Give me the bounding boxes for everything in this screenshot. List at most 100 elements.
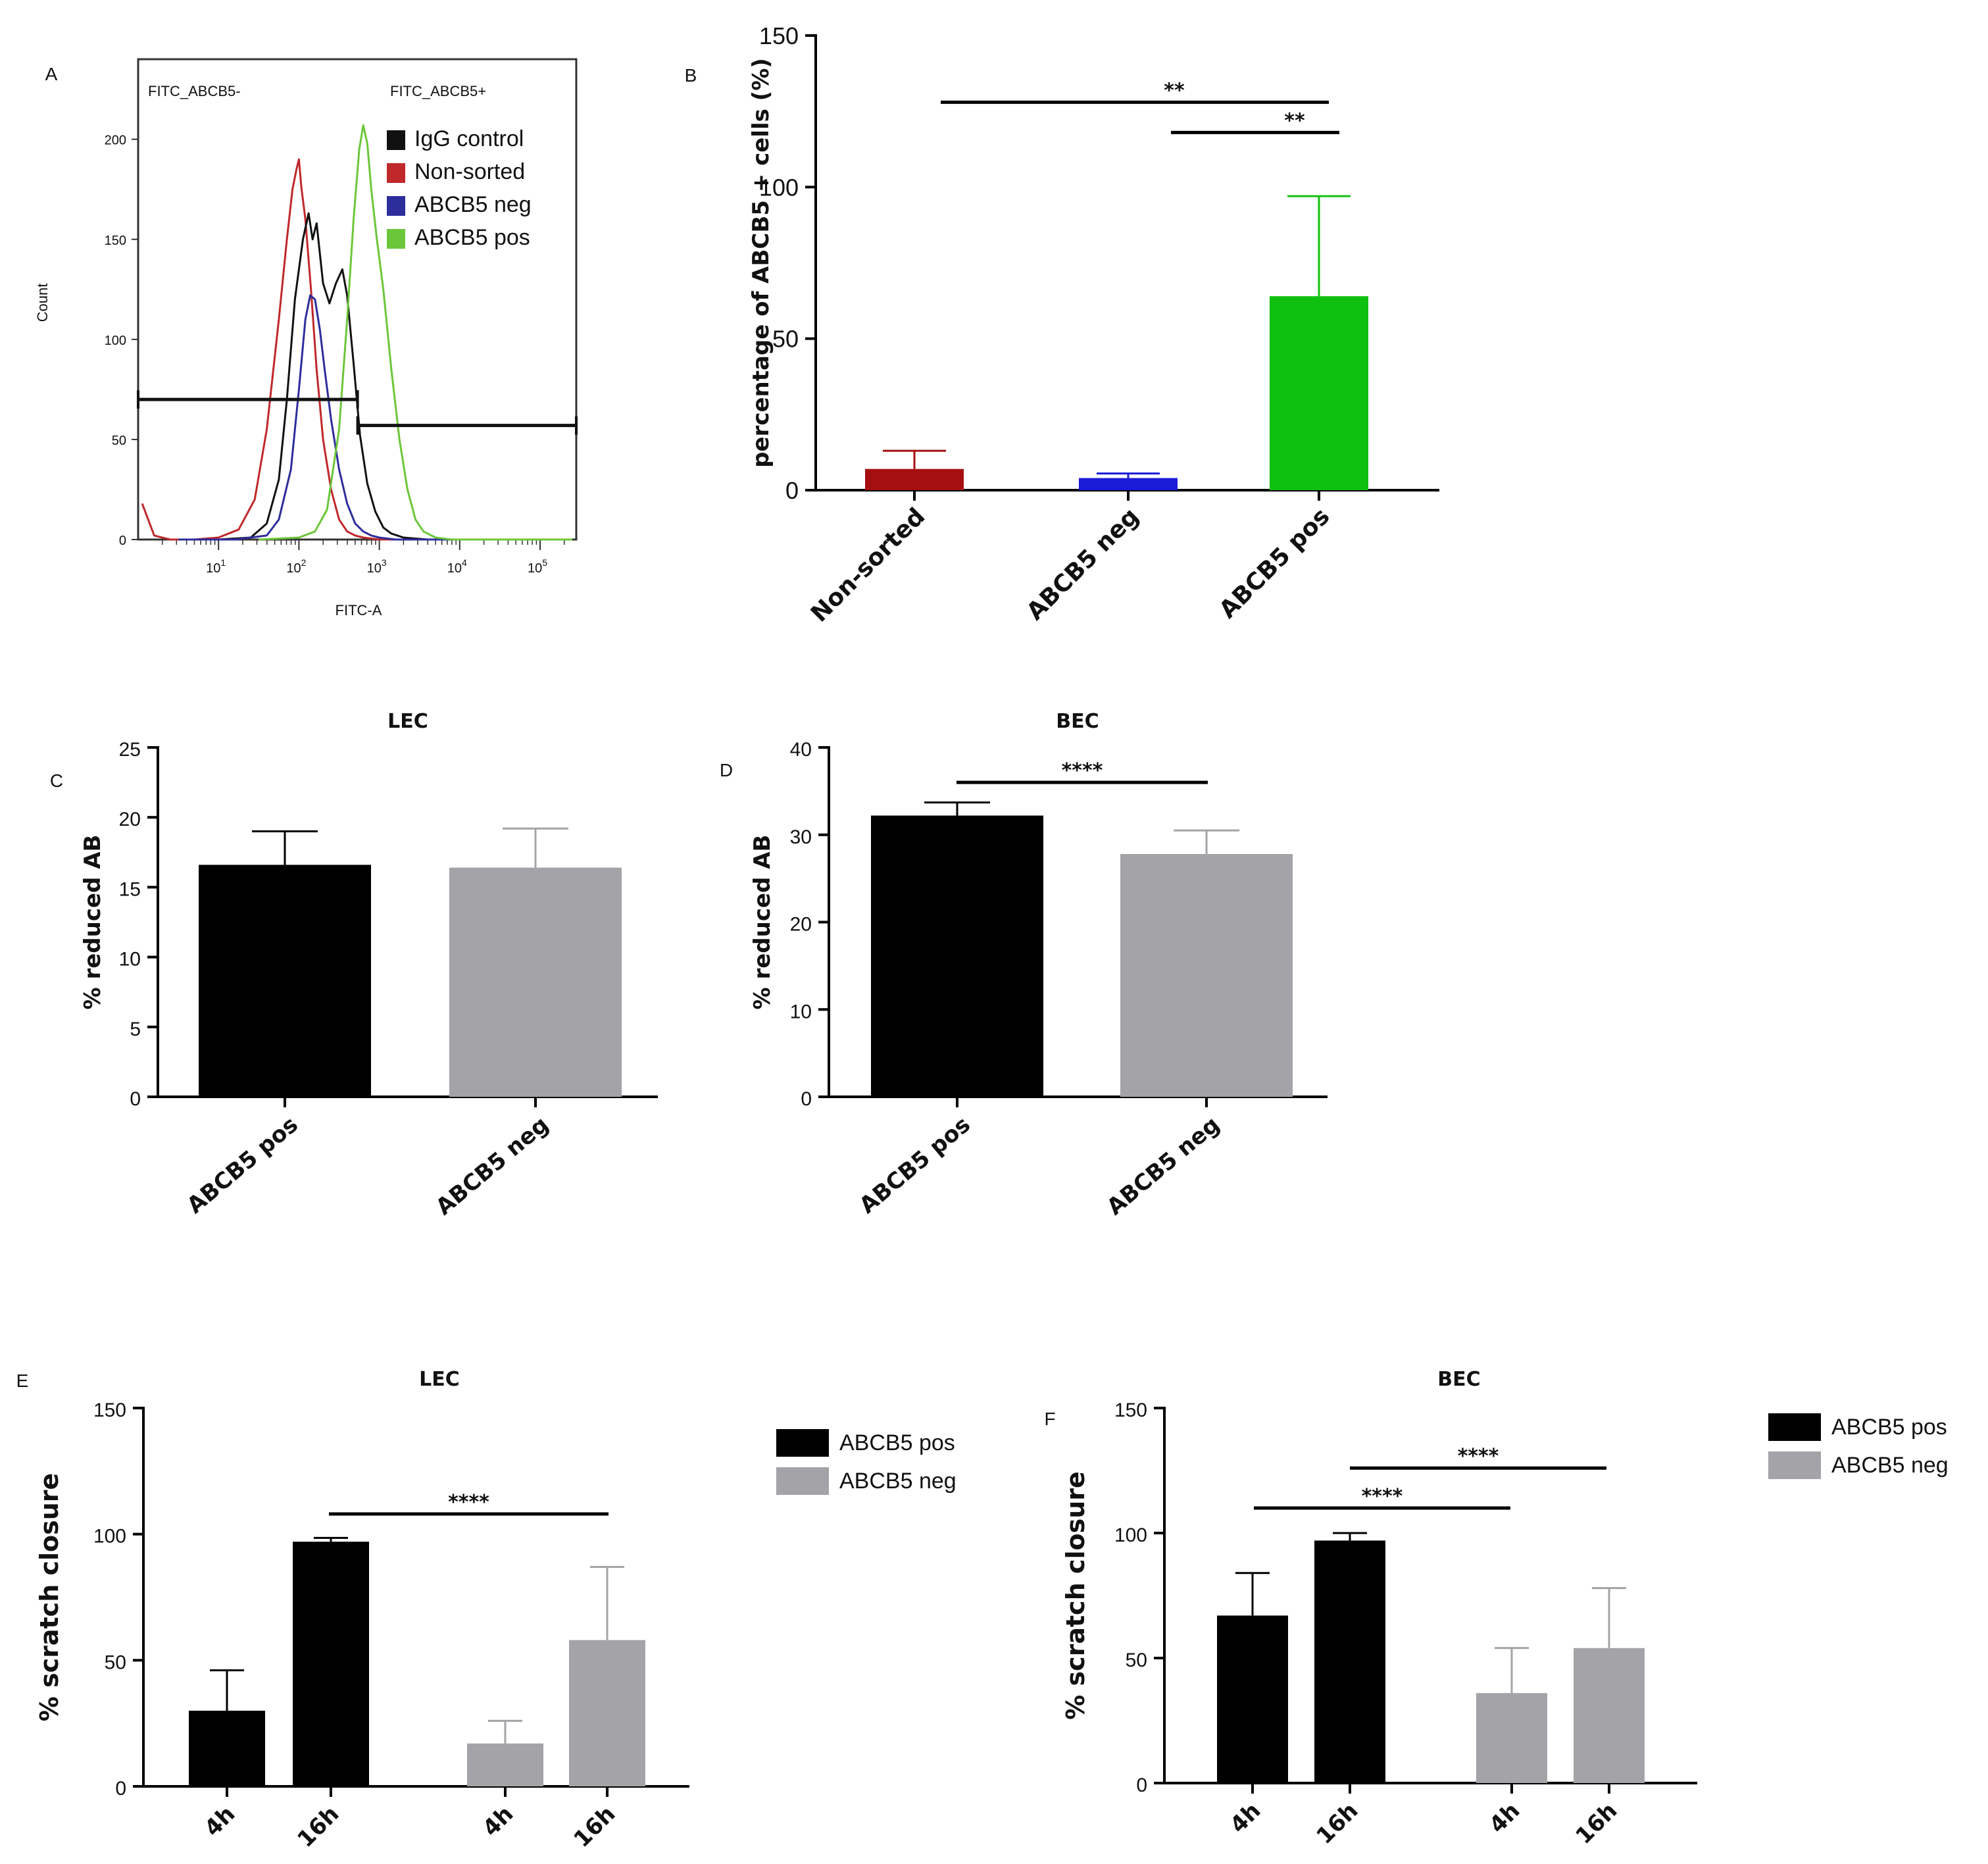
panel-d-bar-2: [1120, 853, 1293, 1097]
panel-d-y-tick-label: 0: [801, 1088, 812, 1110]
panel-b-y-tick-label: 150: [759, 22, 799, 49]
panel-f-letter: F: [1044, 1409, 1055, 1429]
panel-d-letter: D: [720, 760, 733, 780]
panel-e-legend-swatch: [776, 1429, 829, 1457]
panel-e-x-tick-label: 4h: [478, 1801, 518, 1842]
panel-c-y-tick-label: 5: [130, 1019, 141, 1040]
panel-e-bar-2: [293, 1542, 369, 1786]
panel-b-letter: B: [685, 65, 697, 86]
panel-b-significance-label: **: [1284, 109, 1305, 132]
panel-a-x-tick-label: 102: [286, 557, 306, 576]
panel-a-x-tick-exponent: 1: [220, 557, 226, 568]
panel-a-x-tick-exponent: 4: [462, 557, 467, 568]
panel-c-y-tick-label: 20: [119, 809, 141, 830]
panel-a-legend-label: IgG control: [414, 126, 524, 151]
panel-c-y-tick-label: 10: [119, 949, 141, 970]
panel-f-title: BEC: [1437, 1368, 1480, 1391]
panel-a-x-axis-title: FITC-A: [335, 602, 382, 618]
panel-d-y-tick-label: 30: [790, 826, 812, 848]
panel-a-x-tick-exponent: 2: [301, 557, 307, 568]
panel-b-y-tick-label: 50: [772, 326, 799, 353]
panel-f-legend-label: ABCB5 neg: [1831, 1453, 1949, 1478]
panel-e-y-tick-label: 0: [115, 1778, 126, 1800]
panel-c-x-tick-label: ABCB5 neg: [431, 1111, 554, 1221]
panel-e-title: LEC: [419, 1368, 460, 1391]
panel-d-x-tick-label: ABCB5 neg: [1102, 1111, 1225, 1221]
panel-d-y-tick-label: 20: [790, 914, 812, 936]
panel-a-x-tick-label: 101: [206, 557, 226, 576]
panel-a-y-tick-label: 0: [119, 534, 126, 548]
panel-c-title: LEC: [387, 710, 428, 733]
panel-f-significance-label: ****: [1362, 1485, 1403, 1508]
panel-a-x-tick-label: 103: [367, 557, 387, 576]
panel-f-legend-swatch: [1768, 1413, 1821, 1441]
panel-e-y-axis-title: % scratch closure: [35, 1473, 64, 1722]
panel-f-bar-1: [1217, 1615, 1288, 1783]
panel-a-y-tick-label: 50: [112, 434, 126, 448]
panel-c-bar-2: [449, 867, 622, 1097]
panel-a-x-tick-base: 10: [528, 561, 542, 576]
panel-a-legend-label: ABCB5 pos: [414, 225, 530, 250]
panel-a-y-tick-label: 200: [105, 134, 126, 148]
panel-b-x-tick-label: ABCB5 pos: [1214, 503, 1335, 624]
panel-a-y-axis-title: Count: [34, 284, 51, 322]
panel-a-y-tick-label: 100: [105, 334, 126, 348]
panel-d-y-axis-title: % reduced AB: [749, 835, 776, 1010]
panel-e-bar-4: [569, 1640, 645, 1786]
panel-a-legend-label: ABCB5 neg: [414, 192, 532, 217]
panel-d-title: BEC: [1056, 710, 1099, 733]
panel-b-bar-3: [1270, 296, 1368, 490]
panel-f-bar-2: [1314, 1540, 1385, 1783]
panel-a-x-tick-base: 10: [447, 561, 462, 576]
panel-a-y-tick-label: 150: [105, 234, 126, 248]
panel-e-x-tick-label: 16h: [292, 1801, 344, 1853]
panel-c-y-axis-title: % reduced AB: [80, 835, 106, 1010]
panel-e-y-tick-label: 50: [105, 1651, 126, 1673]
panel-a-x-tick-label: 104: [447, 557, 467, 576]
panel-a-x-tick-label: 105: [528, 557, 547, 576]
panel-f-bar-3: [1476, 1693, 1547, 1783]
panel-a-gate-label: FITC_ABCB5+: [390, 83, 486, 99]
panel-e-y-tick-label: 150: [93, 1399, 126, 1421]
panel-b-bar-2: [1079, 478, 1178, 490]
panel-e-legend-label: ABCB5 neg: [839, 1469, 957, 1494]
panel-a-series-curve-igg-control: [178, 212, 572, 541]
panel-f-y-axis-title: % scratch closure: [1061, 1471, 1090, 1720]
panel-f-y-tick-label: 100: [1114, 1524, 1147, 1546]
panel-e-bar-3: [467, 1743, 543, 1786]
panel-d-x-tick-label: ABCB5 pos: [855, 1111, 976, 1219]
panel-e-legend-label: ABCB5 pos: [839, 1430, 955, 1455]
panel-c-y-tick-label: 0: [130, 1088, 141, 1110]
panel-f-x-tick-label: 4h: [1484, 1798, 1525, 1838]
panel-b-y-axis-title: percentage of ABCB5 + cells (%): [748, 58, 774, 468]
panel-f-bar-4: [1574, 1648, 1645, 1783]
panel-e-x-tick-label: 16h: [568, 1801, 620, 1853]
panel-e-bar-1: [189, 1711, 265, 1786]
panel-f-legend-label: ABCB5 pos: [1831, 1415, 1947, 1440]
panel-a-x-tick-exponent: 5: [542, 557, 547, 568]
panel-a-x-tick-base: 10: [206, 561, 220, 576]
panel-b-x-tick-label: ABCB5 neg: [1022, 503, 1144, 625]
panel-d-significance-label: ****: [1062, 759, 1103, 782]
panel-a-x-tick-base: 10: [286, 561, 301, 576]
panel-f-x-tick-label: 4h: [1225, 1798, 1266, 1838]
panel-e-significance-label: ****: [448, 1491, 489, 1514]
panel-b-bar-1: [865, 468, 964, 490]
panel-a-legend-swatch: [387, 196, 405, 216]
panel-f-x-tick-label: 16h: [1570, 1798, 1622, 1850]
panel-d-y-tick-label: 10: [790, 1001, 812, 1022]
panel-a-legend-swatch: [387, 130, 405, 150]
panel-b-significance-label: **: [1164, 79, 1185, 102]
panel-e-y-tick-label: 100: [93, 1526, 126, 1548]
panel-a-series-curve-abcb5-neg: [178, 294, 572, 541]
panel-a-plot-frame: [137, 58, 578, 541]
panel-a-gate-label: FITC_ABCB5-: [148, 83, 241, 99]
panel-a-series-curve-non-sorted: [141, 158, 572, 541]
panel-a-legend-swatch: [387, 163, 405, 183]
panel-d-y-tick-label: 40: [790, 739, 812, 761]
panel-a-x-tick-base: 10: [367, 561, 382, 576]
panel-b-y-tick-label: 100: [759, 174, 799, 201]
panel-c-y-tick-label: 25: [119, 739, 141, 761]
panel-c-letter: C: [50, 770, 63, 791]
